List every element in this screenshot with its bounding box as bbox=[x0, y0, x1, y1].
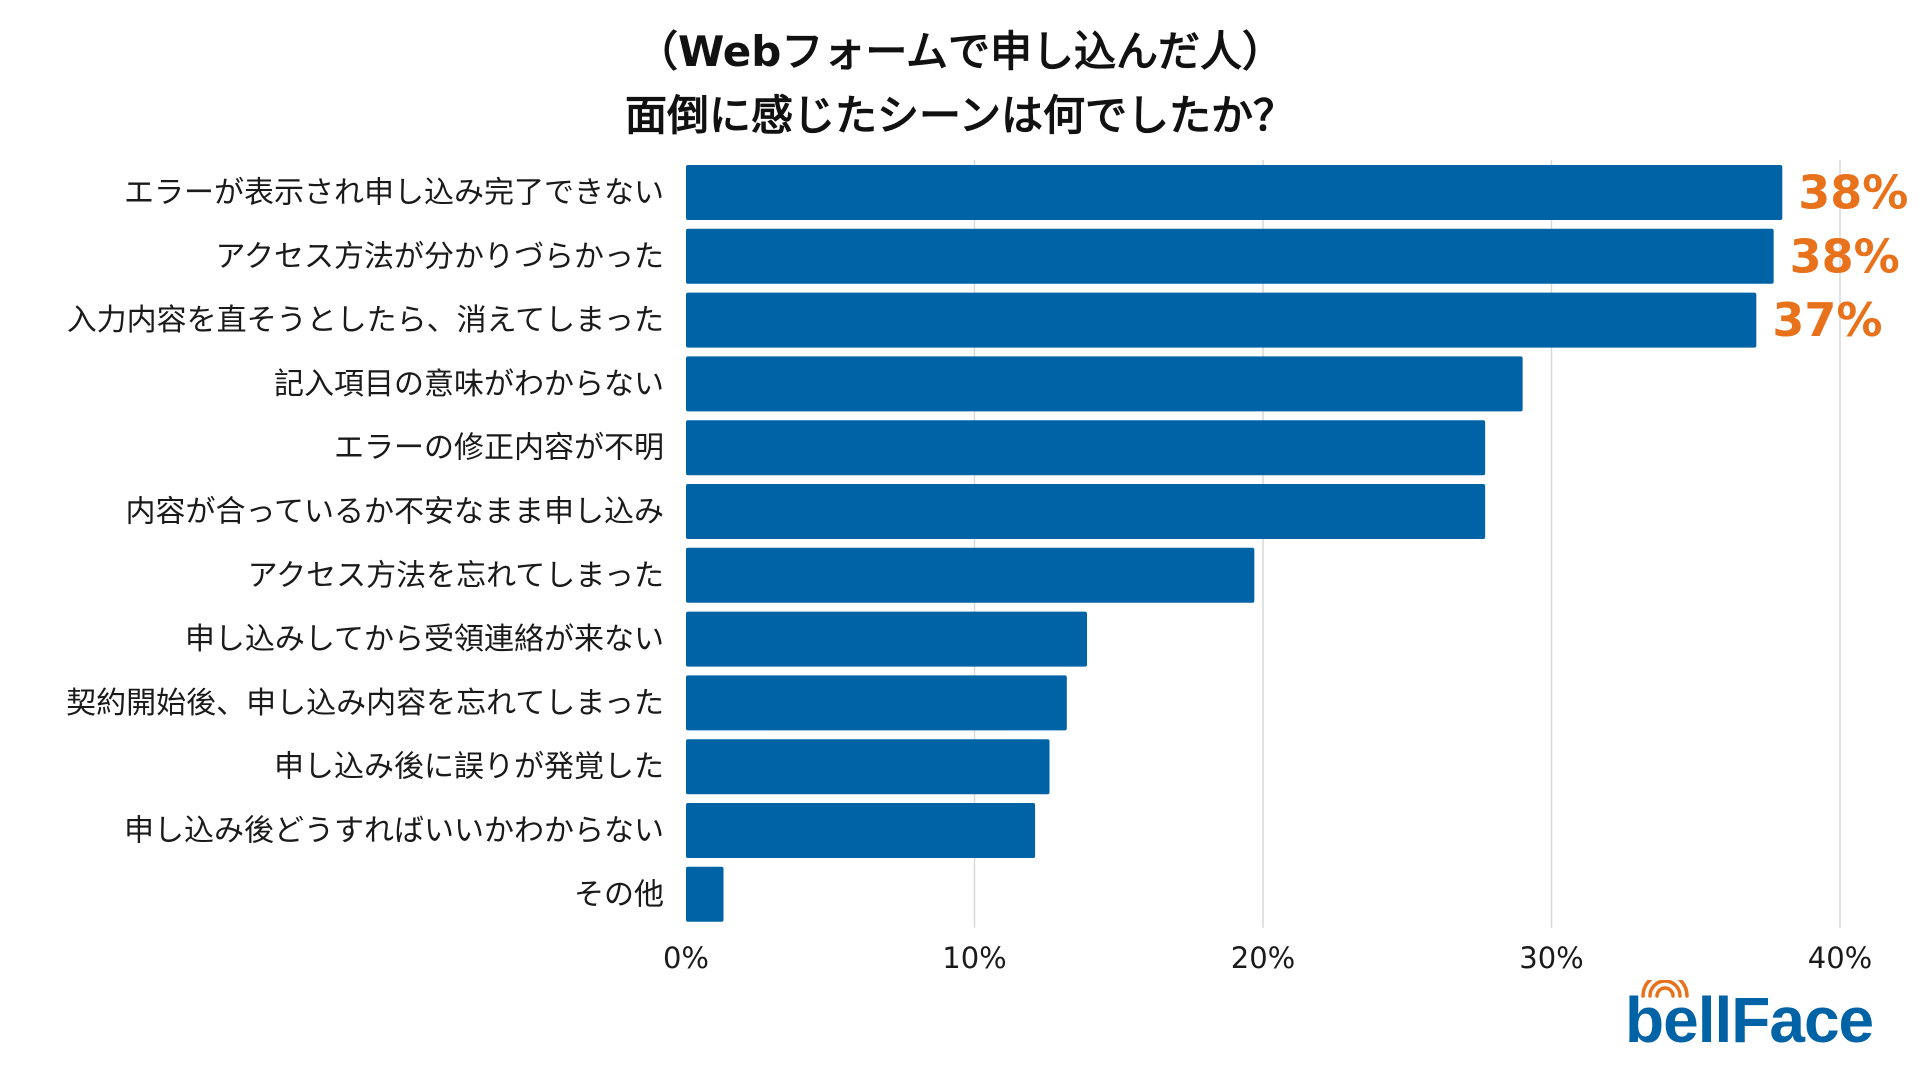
data-label: 37% bbox=[1772, 293, 1882, 347]
category-label: 申し込みしてから受領連絡が来ない bbox=[185, 622, 664, 657]
category-label: 内容が合っているか不安なまま申し込み bbox=[126, 495, 665, 530]
category-label: エラーの修正内容が不明 bbox=[334, 431, 664, 466]
category-label: 申し込み後どうすればいいかわからない bbox=[124, 814, 664, 849]
x-tick-label: 20% bbox=[1231, 941, 1295, 975]
bar bbox=[686, 611, 1088, 667]
chart-title-line-1: （Webフォームで申し込んだ人） bbox=[635, 27, 1285, 76]
category-label: 契約開始後、申し込み内容を忘れてしまった bbox=[66, 686, 664, 721]
bar bbox=[686, 356, 1523, 412]
category-label: 記入項目の意味がわからない bbox=[274, 367, 664, 402]
category-labels: エラーが表示され申し込み完了できないアクセス方法が分かりづらかった入力内容を直そ… bbox=[66, 176, 664, 913]
bar bbox=[686, 739, 1050, 795]
category-label: 入力内容を直そうとしたら、消えてしまった bbox=[67, 303, 664, 338]
x-tick-label: 10% bbox=[942, 941, 1006, 975]
bar bbox=[686, 292, 1757, 348]
signal-wave bbox=[1641, 980, 1689, 998]
data-labels: 38% 38% 37% bbox=[1772, 166, 1908, 348]
bar bbox=[686, 165, 1783, 220]
category-label: エラーが表示され申し込み完了できない bbox=[124, 176, 664, 211]
bars bbox=[686, 165, 1783, 922]
bellface-logo: bellFace bbox=[1625, 980, 1874, 1056]
bar bbox=[686, 803, 1036, 858]
category-label: その他 bbox=[574, 877, 664, 912]
bar bbox=[686, 675, 1067, 731]
grid-lines bbox=[973, 160, 1841, 928]
x-axis-tick-labels: 0% 10% 20% 30% 40% bbox=[663, 941, 1872, 975]
category-label: 申し込み後に誤りが発覚した bbox=[274, 750, 664, 785]
chart-title-line-2: 面倒に感じたシーンは何でしたか？ bbox=[625, 91, 1295, 140]
category-label: アクセス方法が分かりづらかった bbox=[216, 239, 665, 274]
chart-title: （Webフォームで申し込んだ人） 面倒に感じたシーンは何でしたか？ bbox=[0, 20, 1920, 148]
bar bbox=[686, 866, 724, 922]
data-label: 38% bbox=[1798, 166, 1908, 220]
signal-wave bbox=[1648, 980, 1682, 998]
x-tick-label: 40% bbox=[1808, 941, 1872, 975]
bar bbox=[686, 484, 1486, 539]
bell-signal-icon bbox=[1641, 980, 1689, 998]
x-tick-label: 30% bbox=[1519, 941, 1583, 975]
logo-text: bellFace bbox=[1625, 984, 1873, 1056]
bar bbox=[686, 420, 1486, 476]
bar bbox=[686, 547, 1255, 603]
signal-wave bbox=[1655, 986, 1675, 998]
bar bbox=[686, 228, 1774, 284]
data-label: 38% bbox=[1790, 229, 1900, 283]
category-label: アクセス方法を忘れてしまった bbox=[248, 558, 664, 593]
x-tick-label: 0% bbox=[663, 941, 709, 975]
